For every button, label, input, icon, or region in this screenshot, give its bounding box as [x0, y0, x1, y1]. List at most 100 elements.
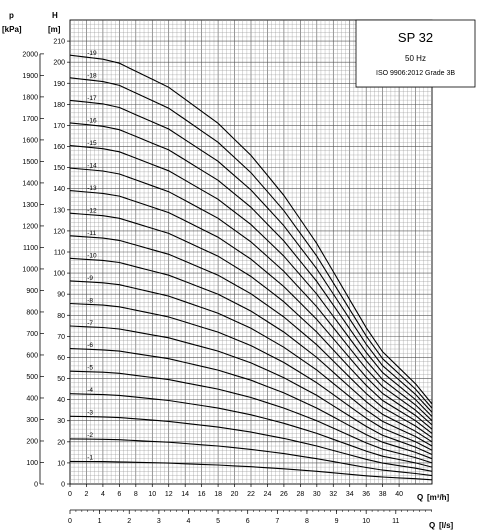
q-axis-unit: [m³/h]	[427, 493, 450, 502]
h-tick-label: 60	[57, 355, 65, 362]
stage-label-15: -15	[87, 140, 97, 147]
h-tick-label: 30	[57, 418, 65, 425]
pump-curve-16-stage	[69, 122, 433, 417]
q-tick-label: 14	[181, 491, 189, 498]
qls-tick-label: 0	[68, 518, 72, 525]
qls-tick-label: 7	[275, 518, 279, 525]
stage-label-9: -9	[87, 275, 93, 282]
pump-curve-8-stage	[69, 302, 433, 451]
chart-grid	[69, 19, 433, 485]
q-tick-label: 0	[68, 491, 72, 498]
h-tick-label: 200	[53, 60, 65, 67]
chart-standard: ISO 9906:2012 Grade 3B	[376, 70, 455, 77]
p-tick-label: 0	[34, 482, 38, 489]
pump-curve-15-stage	[69, 144, 433, 422]
h-tick-label: 130	[53, 207, 65, 214]
p-tick-label: 1500	[22, 159, 38, 166]
p-tick-label: 300	[26, 417, 38, 424]
info-box-frame	[355, 19, 476, 88]
q-tick-label: 16	[198, 491, 206, 498]
stage-label-1: -1	[87, 455, 93, 462]
stage-label-11: -11	[87, 230, 96, 237]
stage-label-17: -17	[87, 95, 97, 102]
stage-label-12: -12	[87, 207, 97, 214]
p-tick-label: 1400	[22, 180, 38, 187]
pump-curve-4-stage	[69, 393, 433, 468]
q-tick-label: 18	[214, 491, 222, 498]
qls-tick-label: 10	[362, 518, 370, 525]
p-tick-label: 1100	[23, 245, 38, 252]
pump-curve-18-stage	[69, 77, 433, 409]
stage-labels: -1 -2 -3 -4 -5 -6 -7 -8 -9 -10 -11 -12 -13 -14 -15 -16 -…	[87, 50, 97, 461]
p-tick-label: 800	[26, 309, 38, 316]
h-tick-label: 170	[53, 123, 65, 130]
p-tick-label: 700	[26, 331, 38, 338]
h-axis-unit: [m]	[48, 25, 61, 34]
q-tick-label: 6	[117, 491, 121, 498]
p-axis-label: p	[9, 11, 14, 20]
pump-curve-10-stage	[69, 257, 433, 443]
stage-label-13: -13	[87, 185, 97, 192]
h-tick-label: 160	[53, 144, 65, 151]
h-tick-label: 40	[57, 397, 65, 404]
h-tick-label: 0	[61, 482, 65, 489]
pump-curve-6-stage	[69, 348, 433, 460]
pump-curve-17-stage	[69, 99, 433, 413]
qls-tick-label: 2	[127, 518, 131, 525]
p-tick-label: 2000	[22, 51, 38, 58]
q-tick-label: 20	[231, 491, 239, 498]
h-tick-label: 90	[57, 292, 65, 299]
p-tick-label: 400	[26, 395, 38, 402]
stage-label-10: -10	[87, 252, 97, 259]
q-tick-label: 24	[264, 491, 272, 498]
p-tick-label: 1900	[22, 73, 38, 80]
q-tick-label: 30	[313, 491, 321, 498]
q-tick-label: 32	[329, 491, 337, 498]
pump-curve-14-stage	[69, 167, 433, 426]
pump-curves	[69, 54, 433, 481]
stage-label-5: -5	[87, 365, 93, 372]
q-tick-label: 2	[85, 491, 89, 498]
h-tick-label: 140	[53, 186, 65, 193]
p-tick-label: 1600	[22, 137, 38, 144]
q-tick-label: 38	[379, 491, 387, 498]
h-tick-label: 190	[53, 81, 65, 88]
stage-label-19: -19	[87, 50, 97, 57]
h-tick-label: 150	[53, 165, 65, 172]
qls-tick-label: 5	[216, 518, 220, 525]
q-tick-label: 12	[165, 491, 173, 498]
p-tick-label: 1300	[22, 202, 38, 209]
stage-label-8: -8	[87, 297, 93, 304]
pump-curve-11-stage	[69, 235, 433, 439]
h-tick-label: 10	[57, 460, 65, 467]
stage-label-2: -2	[87, 432, 93, 439]
pump-curve-13-stage	[69, 190, 433, 430]
p-tick-label: 200	[26, 438, 38, 445]
q-tick-label: 22	[247, 491, 255, 498]
q-tick-label: 26	[280, 491, 288, 498]
y-axis-ticks: 0 10 20 30 40 50 60 70 80 90 100 110 120 130 140 150 160…	[22, 39, 70, 489]
q-tick-label: 28	[296, 491, 304, 498]
h-tick-label: 20	[57, 439, 65, 446]
h-tick-label: 70	[57, 334, 65, 341]
stage-label-6: -6	[87, 342, 93, 349]
stage-label-3: -3	[87, 410, 93, 417]
h-tick-label: 180	[53, 102, 65, 109]
pump-curve-2-stage	[69, 438, 433, 477]
p-tick-label: 900	[26, 288, 38, 295]
stage-label-4: -4	[87, 387, 93, 394]
qls-tick-label: 1	[98, 518, 102, 525]
q-ls-axis-label: Q	[429, 521, 435, 530]
pump-curve-9-stage	[69, 280, 433, 447]
h-tick-label: 80	[57, 313, 65, 320]
q-tick-label: 8	[134, 491, 138, 498]
q-tick-label: 34	[346, 491, 354, 498]
p-tick-label: 1800	[22, 94, 38, 101]
qls-tick-label: 3	[157, 518, 161, 525]
stage-label-14: -14	[87, 163, 97, 170]
pump-curve-7-stage	[69, 325, 433, 456]
h-tick-label: 110	[54, 250, 65, 257]
x-axis-ticks: 0 2 4 6 8 10 12 14 16 18 20 22 24 26 28 30 32 34 36 38 400 1 2…	[68, 484, 432, 525]
stage-label-16: -16	[87, 118, 97, 125]
